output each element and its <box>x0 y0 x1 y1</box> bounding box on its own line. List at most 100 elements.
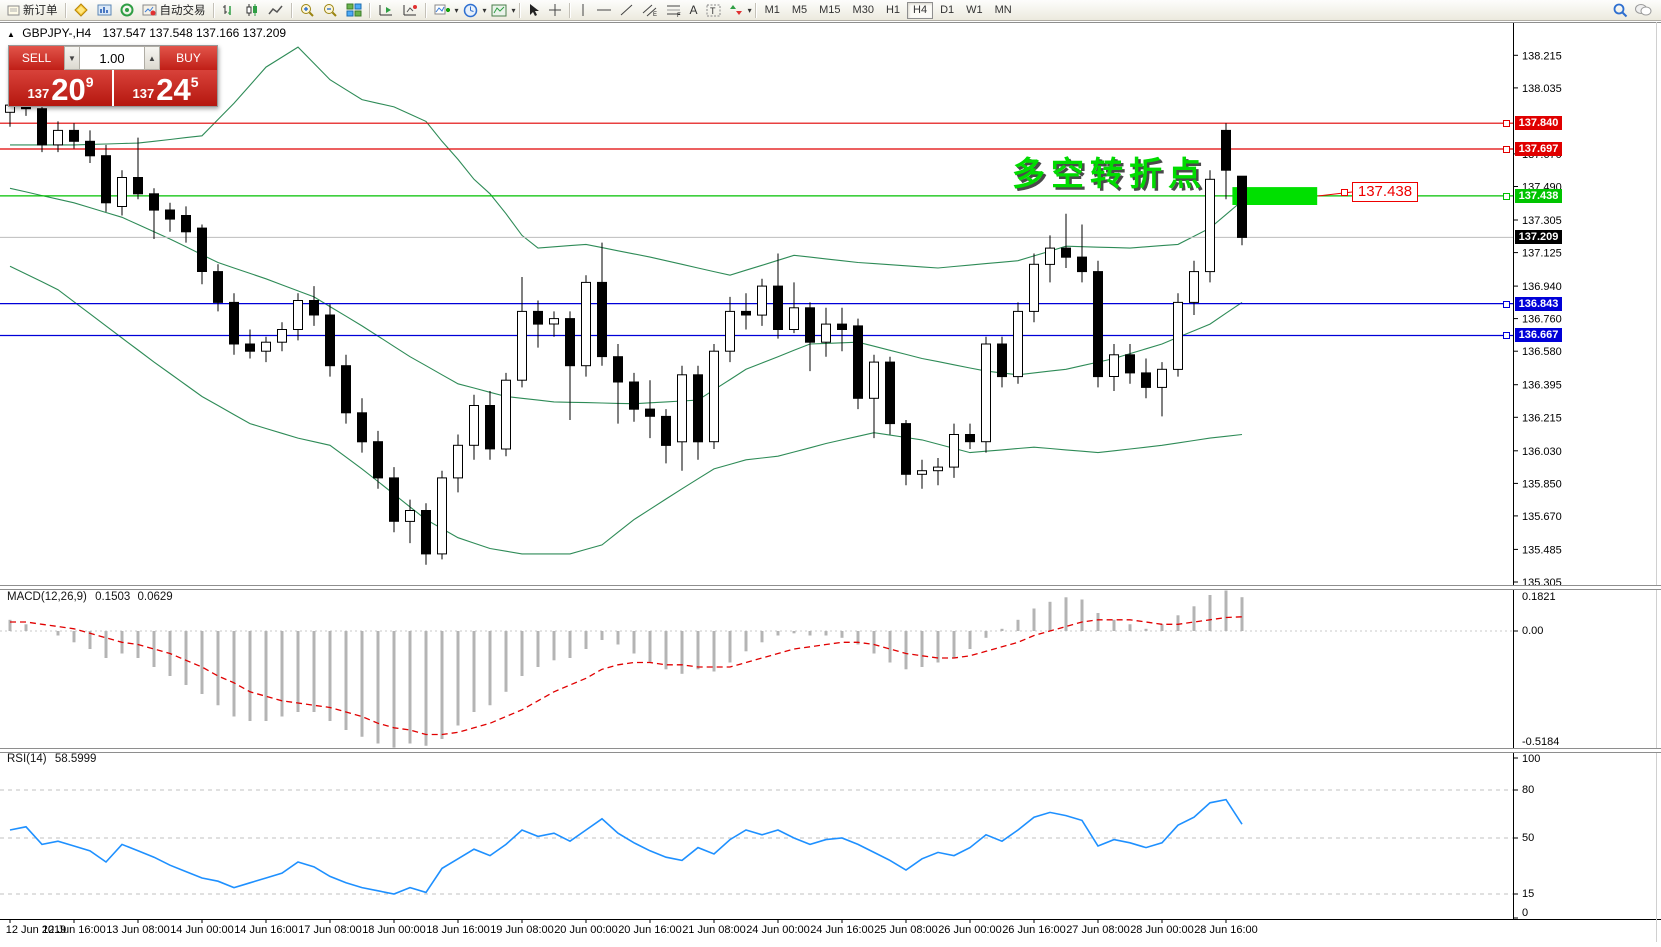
indicators-icon[interactable] <box>430 1 454 19</box>
autotrading-button[interactable]: 自动交易 <box>138 1 210 19</box>
candle-body-bull <box>981 343 991 443</box>
periods-icon[interactable] <box>459 1 482 19</box>
market-watch-icon[interactable] <box>93 1 116 19</box>
price-axis-tick: 135.850 <box>1522 478 1562 490</box>
new-order-label: 新订单 <box>23 5 58 17</box>
time-axis-label: 20 Jun 00:00 <box>554 924 618 936</box>
time-axis-label: 18 Jun 16:00 <box>426 924 490 936</box>
candle-body-bull <box>821 323 831 343</box>
macd-main-value: 0.1503 <box>95 591 131 603</box>
cursor-icon[interactable] <box>524 1 544 19</box>
timeframe-button-w1[interactable]: W1 <box>966 3 983 16</box>
crosshair-icon[interactable] <box>544 1 566 19</box>
timeframe-button-m15[interactable]: M15 <box>819 3 841 16</box>
time-axis-label: 20 Jun 16:00 <box>618 924 682 936</box>
timeframe-button-h4[interactable]: H4 <box>907 1 934 19</box>
bar-chart-icon[interactable] <box>218 1 241 19</box>
equidistant-channel-icon[interactable]: E <box>638 1 662 19</box>
candle-body-bear <box>341 365 351 414</box>
price-callout-label[interactable]: 137.438 <box>1352 182 1418 202</box>
panel-splitter-rsi[interactable] <box>0 748 1661 753</box>
price-tag-137.209: 137.209 <box>1515 230 1562 245</box>
macd-signal-line <box>10 616 1243 736</box>
chat-icon[interactable] <box>1634 3 1652 17</box>
timeframe-button-m1[interactable]: M1 <box>764 3 780 16</box>
hline-anchor[interactable] <box>1503 120 1510 128</box>
timeframe-button-mn[interactable]: MN <box>994 3 1012 16</box>
time-axis-label: 26 Jun 16:00 <box>1002 924 1066 936</box>
new-order-button[interactable]: 新订单 <box>3 1 62 19</box>
periods-dropdown[interactable]: ▾ <box>482 5 487 15</box>
price-tag-137.840: 137.840 <box>1515 116 1562 131</box>
sell-price-button[interactable]: 137 20 9 <box>9 70 112 106</box>
collapse-triangle-icon[interactable]: ▲ <box>7 30 15 39</box>
fibonacci-icon[interactable]: F <box>662 1 686 19</box>
volume-increase-button[interactable]: ▲ <box>144 46 160 70</box>
hline-anchor[interactable] <box>1503 300 1510 308</box>
templates-icon[interactable] <box>487 1 511 19</box>
time-axis-label: 19 Jun 08:00 <box>490 924 554 936</box>
buy-button[interactable]: BUY <box>160 46 217 70</box>
price-axis-tick: 136.940 <box>1522 281 1562 293</box>
arrows-icon[interactable] <box>725 1 747 19</box>
candlestick-chart-icon[interactable] <box>241 1 264 19</box>
zoom-in-icon[interactable] <box>296 1 319 19</box>
annotation-rectangle[interactable] <box>1232 187 1318 205</box>
arrows-dropdown[interactable]: ▾ <box>747 5 752 15</box>
mql5-community-icon[interactable] <box>70 1 93 19</box>
hline-anchor[interactable] <box>1503 146 1510 154</box>
candle-body-bull <box>581 281 591 367</box>
panel-splitter-macd[interactable] <box>0 585 1661 590</box>
vertical-line-icon[interactable] <box>574 1 592 19</box>
rsi-line <box>9 798 1243 895</box>
timeframe-button-m5[interactable]: M5 <box>791 3 808 16</box>
navigator-icon[interactable] <box>116 1 138 19</box>
sell-button[interactable]: SELL <box>9 46 64 70</box>
timeframe-button-d1[interactable]: D1 <box>940 3 955 16</box>
rsi-axis-tick: 80 <box>1522 784 1534 796</box>
chart-shift-icon[interactable] <box>398 1 422 19</box>
bollinger-lower-band <box>9 265 1243 555</box>
toolbar-separator <box>568 2 571 18</box>
candle-body-bull <box>1173 301 1183 370</box>
volume-decrease-button[interactable]: ▼ <box>64 46 80 70</box>
auto-scroll-icon[interactable] <box>374 1 398 19</box>
timeframe-button-m30[interactable]: M30 <box>852 3 874 16</box>
buy-price-button[interactable]: 137 24 5 <box>114 70 217 106</box>
text-icon[interactable]: A <box>689 3 698 17</box>
text-label-icon[interactable]: T <box>702 1 725 19</box>
new-order-icon <box>7 4 20 17</box>
macd-label: MACD(12,26,9) 0.1503 0.0629 <box>7 591 173 603</box>
candle-body-bear <box>1093 271 1103 378</box>
candle-body-bear <box>1141 372 1151 388</box>
trendline-icon[interactable] <box>616 1 638 19</box>
hline-anchor[interactable] <box>1503 332 1510 340</box>
hline-anchor[interactable] <box>1503 192 1510 200</box>
timeframe-button-h1[interactable]: H1 <box>885 3 901 16</box>
candle-body-bull <box>53 129 63 146</box>
svg-text:T: T <box>710 6 716 16</box>
indicators-dropdown[interactable]: ▾ <box>454 5 459 15</box>
price-tag-137.438: 137.438 <box>1515 188 1562 203</box>
line-chart-icon[interactable] <box>264 1 288 19</box>
buy-price-big: 24 <box>156 72 191 107</box>
search-icon[interactable] <box>1613 3 1628 18</box>
candle-body-bear <box>389 477 399 522</box>
svg-text:F: F <box>677 13 681 17</box>
toolbar-separator <box>518 2 521 18</box>
tile-windows-icon[interactable] <box>342 1 366 19</box>
templates-dropdown[interactable]: ▾ <box>511 5 516 15</box>
candle-body-bear <box>37 108 47 146</box>
candle-body-bear <box>965 434 975 443</box>
candle-body-bear <box>533 310 543 325</box>
toolbar-separator <box>290 2 293 18</box>
candle-body-bull <box>405 510 415 522</box>
zoom-out-icon[interactable] <box>319 1 342 19</box>
candle-body-bull <box>469 405 479 446</box>
horizontal-line-icon[interactable] <box>592 1 616 19</box>
macd-name: MACD(12,26,9) <box>7 591 87 603</box>
callout-anchor-marker[interactable] <box>1341 189 1348 196</box>
volume-input[interactable]: 1.00 <box>80 46 144 70</box>
candle-body-bull <box>757 285 767 316</box>
